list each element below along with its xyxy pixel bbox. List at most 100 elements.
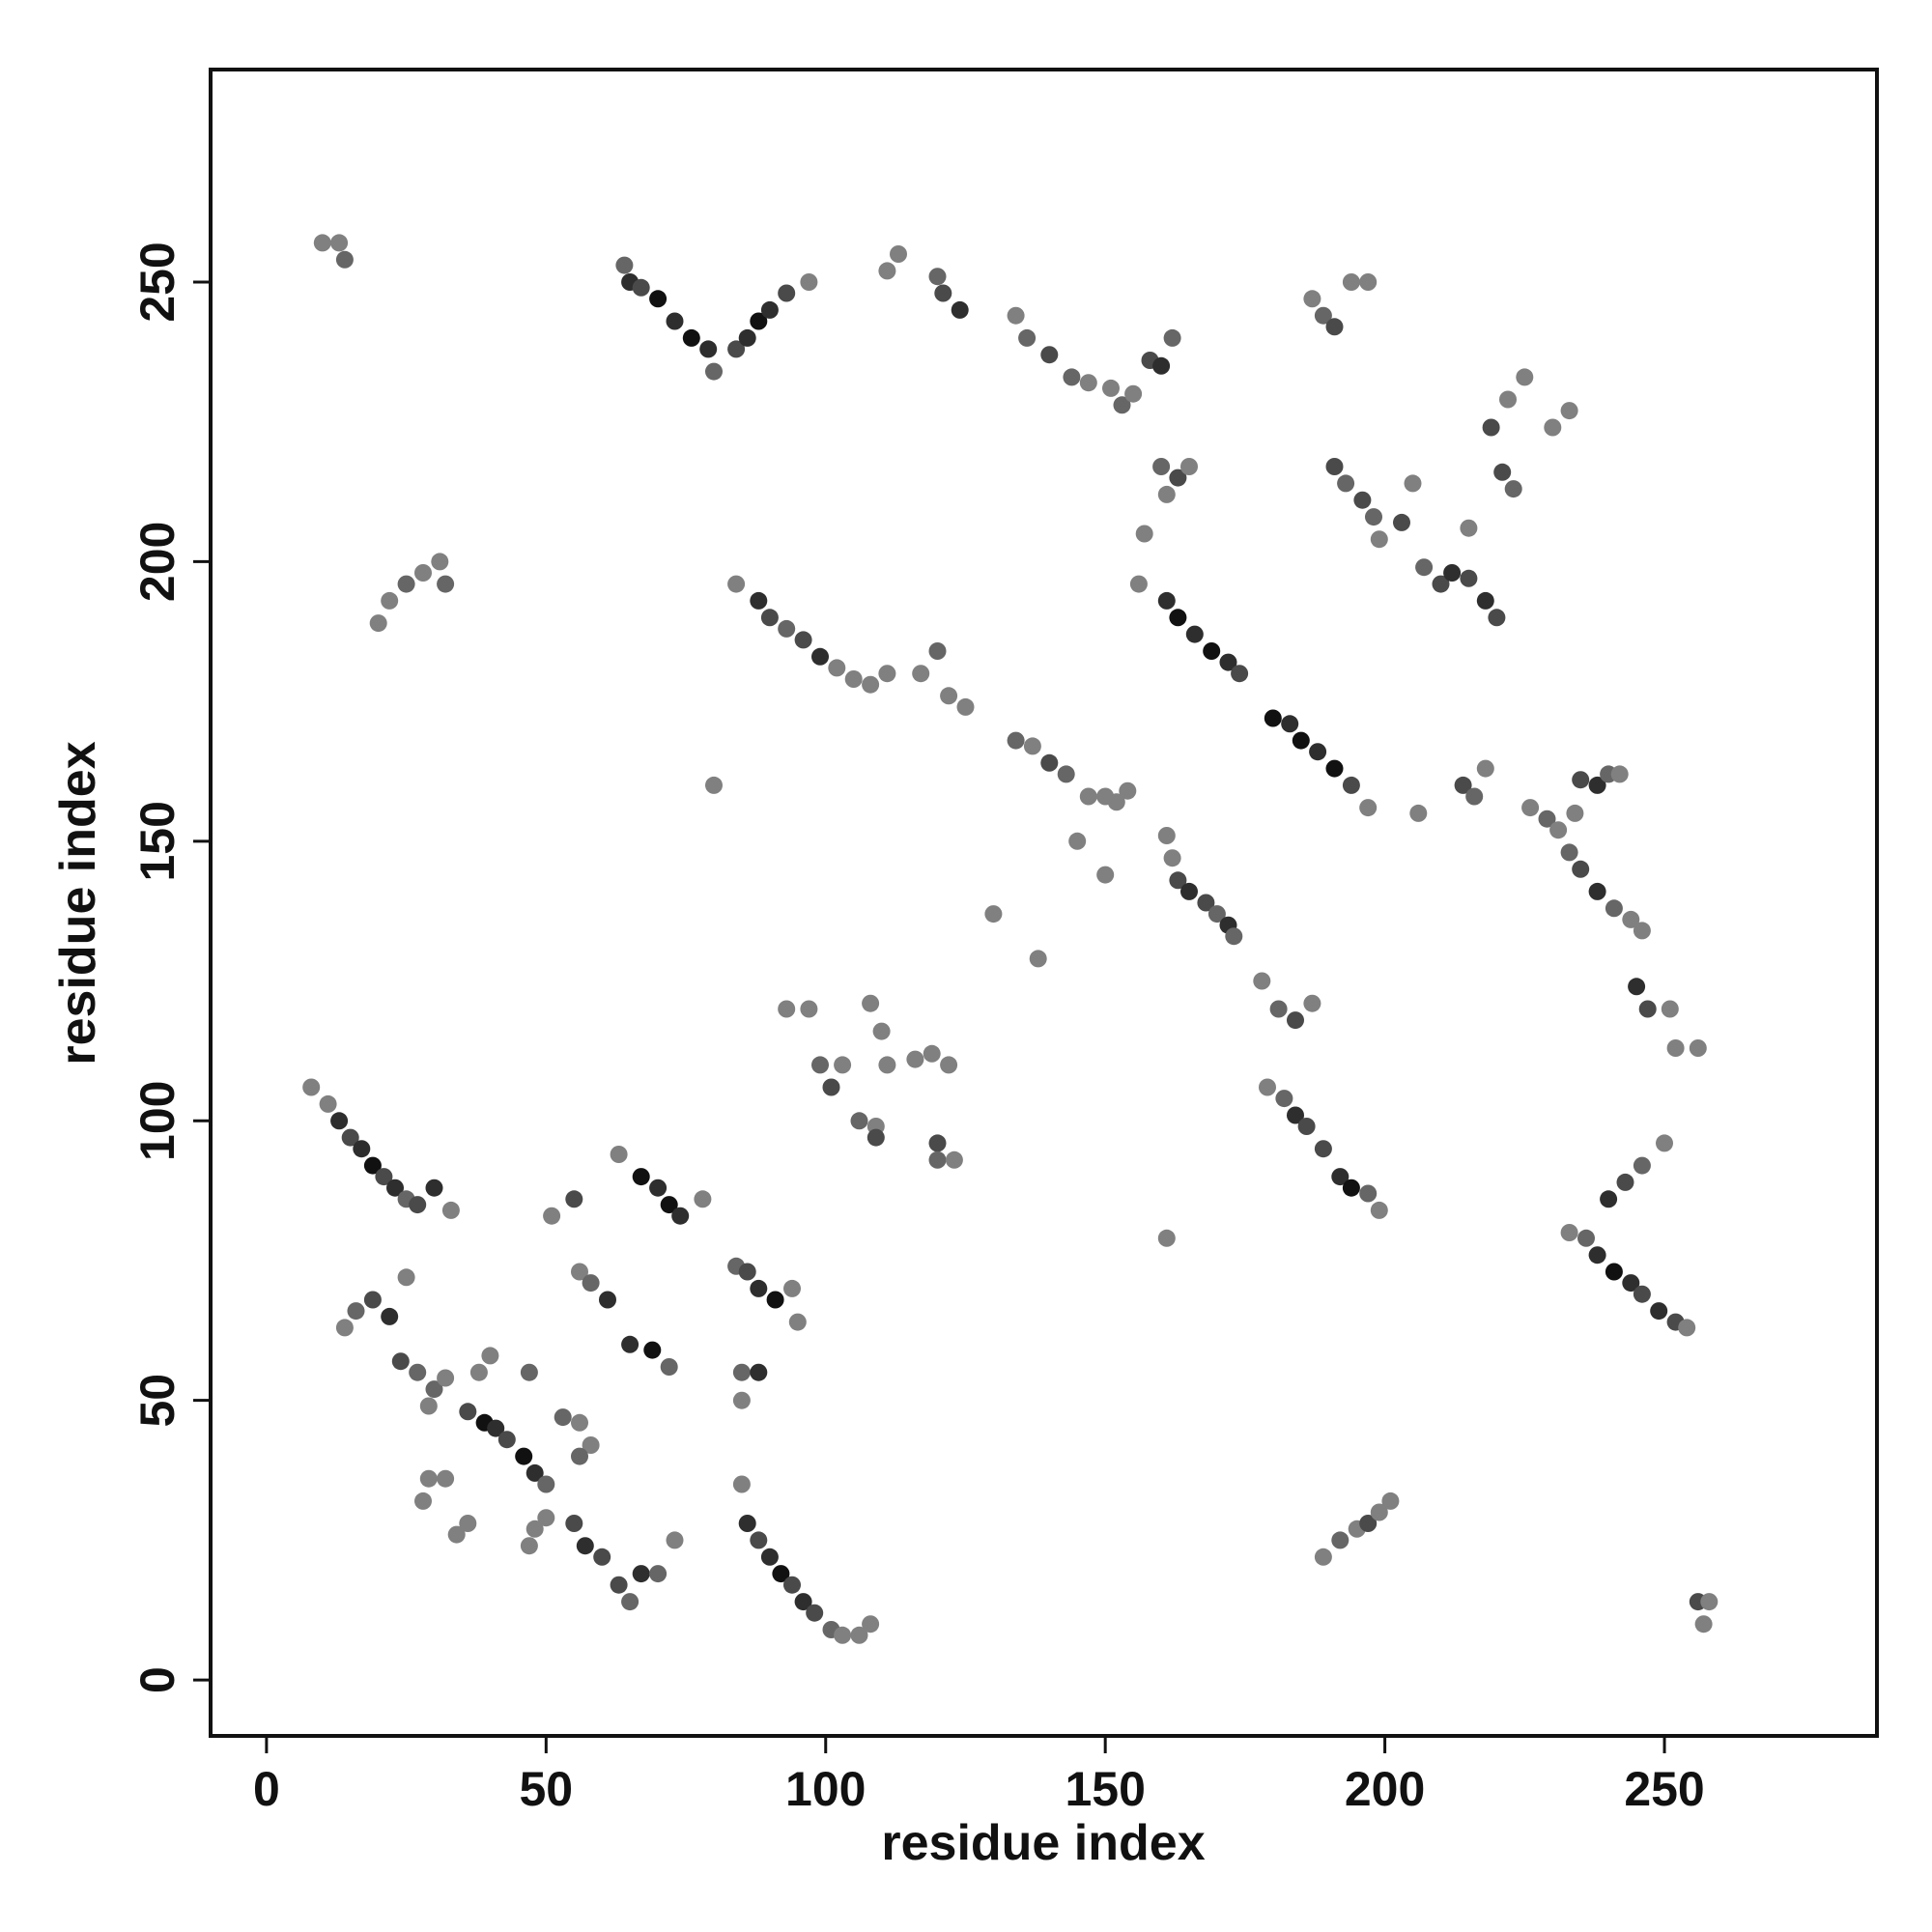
data-point: [1135, 525, 1153, 543]
data-point: [302, 1078, 321, 1096]
plot-frame: [209, 68, 1879, 1738]
data-point: [705, 776, 723, 794]
data-point: [671, 1207, 690, 1225]
data-point: [515, 1447, 533, 1465]
data-point: [1197, 894, 1215, 912]
data-point: [1370, 1201, 1388, 1219]
data-point: [1018, 328, 1037, 347]
data-point: [928, 1134, 947, 1152]
data-point: [632, 1168, 650, 1186]
data-point: [1504, 480, 1522, 498]
data-point: [1163, 849, 1181, 867]
data-point: [1314, 1140, 1332, 1158]
data-point: [1079, 374, 1097, 392]
data-point: [912, 665, 930, 683]
data-point: [794, 1593, 812, 1611]
data-point: [1622, 1274, 1640, 1293]
data-point: [666, 312, 684, 330]
data-point: [497, 1431, 516, 1449]
data-point: [375, 1168, 393, 1186]
data-point: [1096, 866, 1115, 884]
data-point: [599, 1291, 616, 1309]
data-point: [766, 1291, 784, 1309]
data-point: [1393, 513, 1410, 531]
data-point: [1689, 1039, 1707, 1057]
data-point: [1292, 731, 1310, 750]
data-point: [1560, 843, 1578, 862]
data-point: [363, 1291, 382, 1309]
data-point: [1577, 1229, 1595, 1247]
data-point: [397, 575, 415, 593]
data-point: [571, 1413, 588, 1432]
data-point: [1409, 804, 1428, 822]
data-point: [649, 290, 668, 308]
data-point: [409, 1363, 427, 1381]
data-point: [1415, 558, 1434, 577]
x-tick-label: 0: [253, 1762, 280, 1816]
data-point: [1666, 1039, 1685, 1057]
data-point: [1432, 575, 1450, 593]
data-point: [437, 1369, 455, 1387]
data-point: [800, 273, 818, 291]
data-point: [520, 1363, 538, 1381]
data-point: [794, 631, 812, 649]
data-point: [437, 575, 455, 593]
data-point: [1225, 927, 1243, 946]
data-point: [878, 1056, 896, 1074]
x-axis-label: residue index: [881, 1815, 1205, 1871]
data-point: [1219, 653, 1237, 671]
data-point: [582, 1436, 600, 1454]
data-point: [554, 1408, 572, 1427]
data-point: [660, 1358, 678, 1376]
data-point: [1476, 759, 1494, 778]
y-tick-label: 100: [130, 1081, 185, 1161]
data-point: [1605, 1263, 1623, 1281]
data-point: [1359, 1515, 1378, 1532]
data-point: [1588, 882, 1606, 900]
data-point: [319, 1094, 337, 1113]
data-points: [302, 234, 1719, 1644]
data-point: [1331, 1168, 1350, 1186]
data-point: [951, 300, 969, 319]
data-point: [582, 1274, 600, 1293]
data-point: [783, 1576, 801, 1594]
data-point: [632, 1565, 650, 1583]
data-point: [732, 1391, 751, 1409]
data-point: [1633, 1285, 1651, 1303]
data-point: [1259, 1078, 1276, 1096]
data-point: [1124, 384, 1143, 403]
data-point: [341, 1128, 359, 1147]
data-point: [1023, 737, 1041, 755]
data-point: [1157, 827, 1176, 844]
data-point: [487, 1419, 505, 1437]
data-point: [1169, 469, 1187, 487]
data-point: [772, 1565, 790, 1583]
data-point: [1185, 625, 1204, 643]
data-point: [1113, 396, 1131, 414]
data-point: [862, 994, 880, 1012]
data-point: [862, 675, 880, 694]
data-point: [1638, 1000, 1657, 1018]
data-point: [1275, 1090, 1293, 1108]
data-point: [615, 256, 634, 274]
data-point: [750, 1279, 768, 1297]
data-point: [1588, 776, 1606, 794]
data-point: [750, 312, 768, 330]
data-point: [1157, 1229, 1176, 1247]
data-point: [459, 1515, 477, 1532]
data-point: [1359, 1184, 1378, 1203]
data-point: [906, 1050, 924, 1068]
data-point: [419, 1469, 438, 1488]
data-point: [1057, 765, 1075, 783]
data-point: [778, 1000, 796, 1018]
data-point: [330, 1112, 349, 1130]
data-point: [1029, 950, 1047, 968]
data-point: [1488, 609, 1506, 627]
data-point: [526, 1520, 544, 1538]
data-point: [1549, 821, 1568, 839]
data-point: [1269, 1000, 1288, 1018]
data-point: [1107, 793, 1125, 811]
data-point: [431, 553, 449, 571]
data-point: [1572, 860, 1590, 878]
